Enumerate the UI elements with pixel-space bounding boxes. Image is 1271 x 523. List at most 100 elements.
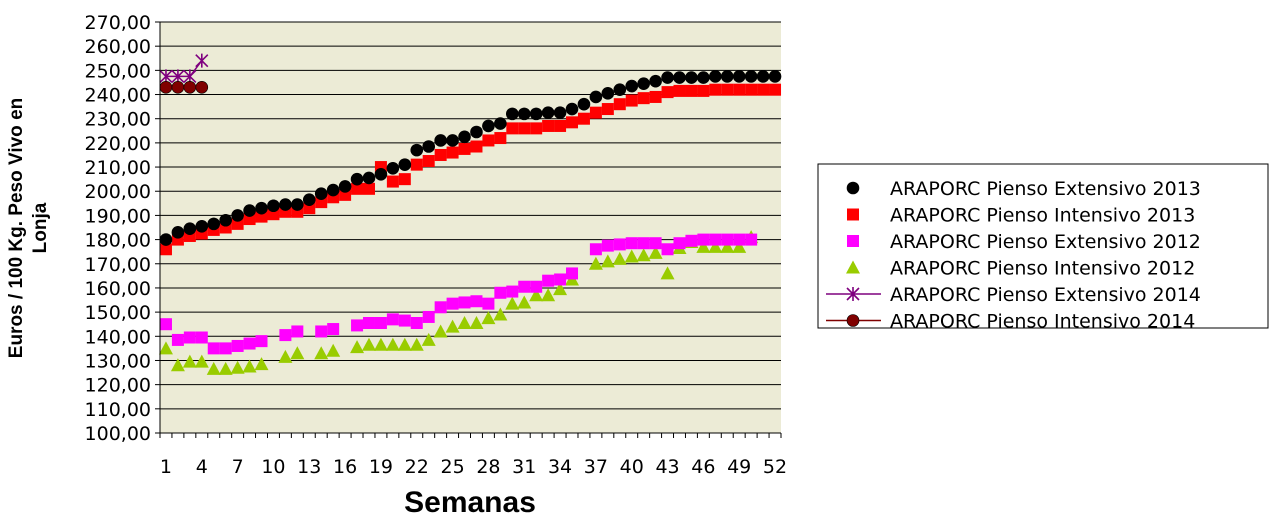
araporc-pienso-extensivo-2013-point: [601, 87, 615, 100]
araporc-pienso-extensivo-2012-point: [362, 316, 375, 329]
araporc-pienso-intensivo-2012-point: [278, 349, 293, 363]
y-tick-label: 150,00: [85, 302, 151, 324]
araporc-pienso-intensivo-2013-point: [673, 84, 686, 97]
araporc-pienso-extensivo-2013-point: [231, 209, 244, 222]
y-tick-label: 270,00: [85, 12, 151, 34]
y-tick-label: 160,00: [85, 278, 151, 300]
araporc-pienso-intensivo-2012-point: [445, 319, 460, 333]
araporc-pienso-extensivo-2012-point: [195, 331, 208, 344]
araporc-pienso-extensivo-2013-point: [505, 107, 519, 121]
x-tick-label: 28: [476, 456, 500, 478]
araporc-pienso-extensivo-2013-point: [517, 107, 531, 121]
araporc-pienso-extensivo-2012-point: [649, 237, 662, 250]
x-tick-label: 34: [548, 456, 572, 478]
araporc-pienso-extensivo-2013-point: [183, 222, 197, 236]
araporc-pienso-extensivo-2012-point: [661, 243, 674, 256]
x-tick-label: 46: [691, 456, 715, 478]
x-tick-label: 13: [297, 456, 321, 478]
araporc-pienso-intensivo-2013-point: [709, 83, 722, 96]
araporc-pienso-extensivo-2012-point: [171, 333, 184, 346]
x-tick-label: 37: [584, 456, 608, 478]
araporc-pienso-intensivo-2014-point: [171, 80, 185, 94]
araporc-pienso-intensivo-2013-point: [697, 84, 710, 97]
legend-marker-araporc-pienso-extensivo-2014: [846, 287, 860, 301]
y-tick-label: 250,00: [85, 60, 151, 82]
araporc-pienso-intensivo-2013-point: [506, 122, 519, 135]
araporc-pienso-intensivo-2013-point: [733, 83, 746, 96]
araporc-pienso-extensivo-2013-point: [243, 204, 256, 217]
legend: ARAPORC Pienso Extensivo 2013 ARAPORC Pie…: [826, 178, 1201, 333]
legend-label-araporc-pienso-extensivo-2013: ARAPORC Pienso Extensivo 2013: [890, 178, 1201, 200]
araporc-pienso-extensivo-2013-point: [565, 102, 579, 116]
araporc-pienso-intensivo-2013-point: [613, 98, 626, 111]
araporc-pienso-extensivo-2013-point: [732, 70, 746, 83]
x-tick-label: 49: [727, 456, 751, 478]
araporc-pienso-intensivo-2012-point: [553, 282, 568, 296]
araporc-pienso-intensivo-2013-point: [422, 155, 435, 168]
araporc-pienso-intensivo-2013-point: [721, 83, 734, 96]
y-tick-label: 100,00: [85, 423, 151, 445]
araporc-pienso-intensivo-2013-point: [386, 175, 399, 188]
araporc-pienso-extensivo-2013-point: [541, 106, 555, 119]
araporc-pienso-intensivo-2013-point: [769, 83, 782, 96]
araporc-pienso-extensivo-2012-point: [398, 314, 411, 327]
araporc-pienso-intensivo-2013-point: [530, 122, 543, 135]
araporc-pienso-extensivo-2013-point: [398, 158, 412, 171]
araporc-pienso-intensivo-2012-point: [648, 245, 663, 259]
x-tick-label: 1: [160, 456, 172, 478]
legend-marker-araporc-pienso-extensivo-2012: [847, 235, 859, 247]
araporc-pienso-extensivo-2013-point: [291, 198, 304, 211]
legend-label-araporc-pienso-intensivo-2013: ARAPORC Pienso Intensivo 2013: [890, 205, 1195, 227]
araporc-pienso-extensivo-2013-point: [422, 140, 436, 153]
araporc-pienso-extensivo-2012-point: [566, 267, 579, 280]
y-axis-title-line2: Lonja: [30, 202, 51, 253]
y-tick-label: 210,00: [85, 157, 151, 179]
araporc-pienso-extensivo-2012-point: [494, 286, 507, 299]
araporc-pienso-extensivo-2012-point: [470, 295, 483, 308]
araporc-pienso-extensivo-2013-point: [685, 71, 698, 84]
araporc-pienso-extensivo-2013-point: [195, 219, 209, 233]
x-tick-label: 10: [261, 456, 285, 478]
araporc-pienso-extensivo-2012-point: [482, 297, 495, 310]
araporc-pienso-intensivo-2013-point: [577, 112, 590, 125]
x-tick-label: 19: [369, 456, 393, 478]
araporc-pienso-intensivo-2012-point: [708, 239, 723, 253]
araporc-pienso-extensivo-2013-point: [255, 201, 268, 215]
araporc-pienso-extensivo-2013-point: [446, 134, 459, 147]
araporc-pienso-intensivo-2012-point: [158, 341, 173, 355]
araporc-pienso-extensivo-2012-point: [327, 323, 340, 336]
araporc-pienso-intensivo-2013-point: [589, 106, 602, 119]
araporc-pienso-extensivo-2012-point: [183, 331, 196, 344]
araporc-pienso-extensivo-2013-point: [482, 119, 495, 133]
araporc-pienso-extensivo-2013-point: [673, 71, 686, 84]
araporc-pienso-intensivo-2012-point: [314, 346, 329, 360]
araporc-pienso-intensivo-2012-point: [194, 354, 209, 368]
y-tick-label: 140,00: [85, 326, 151, 348]
araporc-pienso-intensivo-2012-point: [218, 361, 233, 375]
x-tick-label: 7: [232, 456, 244, 478]
araporc-pienso-intensivo-2013-point: [458, 142, 471, 155]
araporc-pienso-intensivo-2013-point: [446, 146, 459, 159]
araporc-pienso-intensivo-2012-point: [612, 251, 627, 265]
araporc-pienso-extensivo-2013-point: [661, 71, 674, 84]
araporc-pienso-intensivo-2012-point: [588, 256, 603, 270]
araporc-pienso-extensivo-2013-point: [326, 183, 340, 197]
legend-marker-araporc-pienso-extensivo-2013: [846, 181, 860, 195]
araporc-pienso-extensivo-2013-point: [744, 70, 758, 83]
araporc-pienso-intensivo-2012-point: [457, 315, 472, 329]
araporc-pienso-extensivo-2012-point: [506, 285, 519, 298]
y-tick-label: 170,00: [85, 254, 151, 276]
araporc-pienso-extensivo-2014-line: [165, 60, 203, 78]
araporc-pienso-intensivo-2013-point: [362, 182, 375, 195]
araporc-pienso-intensivo-2013-point: [745, 83, 758, 96]
araporc-pienso-extensivo-2013-point: [625, 79, 639, 93]
legend-marker-araporc-pienso-intensivo-2014: [846, 314, 860, 327]
araporc-pienso-extensivo-2012-point: [685, 234, 698, 247]
araporc-pienso-extensivo-2013-point: [207, 217, 221, 231]
araporc-pienso-intensivo-2013-point: [434, 148, 447, 161]
araporc-pienso-intensivo-2012-point: [517, 295, 532, 309]
araporc-pienso-extensivo-2012-point: [219, 342, 232, 355]
x-tick-label: 40: [620, 456, 644, 478]
araporc-pienso-intensivo-2013-point: [649, 90, 662, 103]
